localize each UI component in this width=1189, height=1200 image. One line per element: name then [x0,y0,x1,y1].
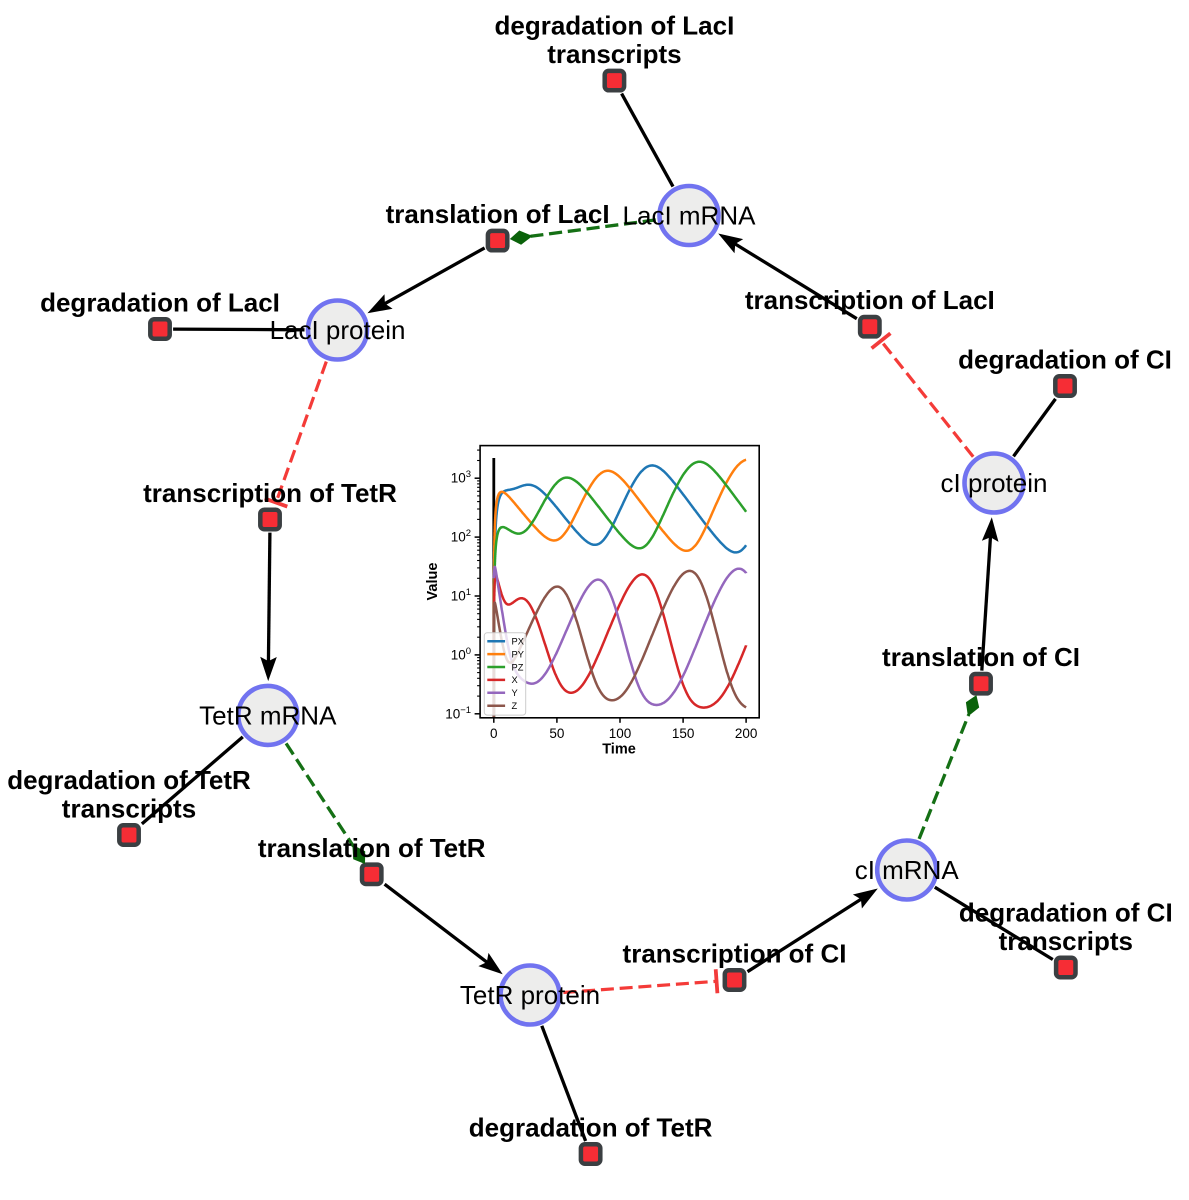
svg-text:degradation of CI: degradation of CI [958,345,1172,375]
svg-text:transcripts: transcripts [999,926,1133,956]
svg-text:Z: Z [512,701,518,711]
svg-text:transcription of CI: transcription of CI [623,939,847,969]
svg-text:transcripts: transcripts [62,794,196,824]
svg-text:PY: PY [512,649,524,659]
svg-text:Time: Time [602,742,636,758]
svg-text:degradation of CI: degradation of CI [959,898,1173,928]
svg-text:LacI protein: LacI protein [270,315,406,345]
svg-text:50: 50 [549,726,564,741]
svg-text:translation of LacI: translation of LacI [386,199,610,229]
svg-text:TetR protein: TetR protein [460,980,600,1010]
svg-text:degradation of TetR: degradation of TetR [469,1113,713,1143]
svg-text:cI mRNA: cI mRNA [855,855,960,885]
svg-text:degradation of TetR: degradation of TetR [7,765,251,795]
svg-text:degradation of LacI: degradation of LacI [40,288,280,318]
svg-text:Y: Y [512,688,518,698]
svg-text:PX: PX [512,637,524,647]
svg-text:200: 200 [735,726,758,741]
svg-text:transcription of LacI: transcription of LacI [745,285,995,315]
svg-text:150: 150 [672,726,695,741]
svg-text:PZ: PZ [512,662,524,672]
svg-text:Value: Value [425,563,441,601]
svg-text:LacI mRNA: LacI mRNA [623,201,757,231]
svg-text:X: X [512,675,518,685]
svg-text:transcripts: transcripts [547,39,681,69]
svg-text:translation of TetR: translation of TetR [258,833,486,863]
svg-text:translation of CI: translation of CI [882,642,1080,672]
svg-text:degradation of LacI: degradation of LacI [494,11,734,41]
svg-text:0: 0 [490,726,498,741]
svg-text:TetR mRNA: TetR mRNA [199,701,337,731]
svg-text:100: 100 [609,726,632,741]
svg-text:cI protein: cI protein [941,468,1048,498]
svg-text:transcription of TetR: transcription of TetR [143,478,397,508]
